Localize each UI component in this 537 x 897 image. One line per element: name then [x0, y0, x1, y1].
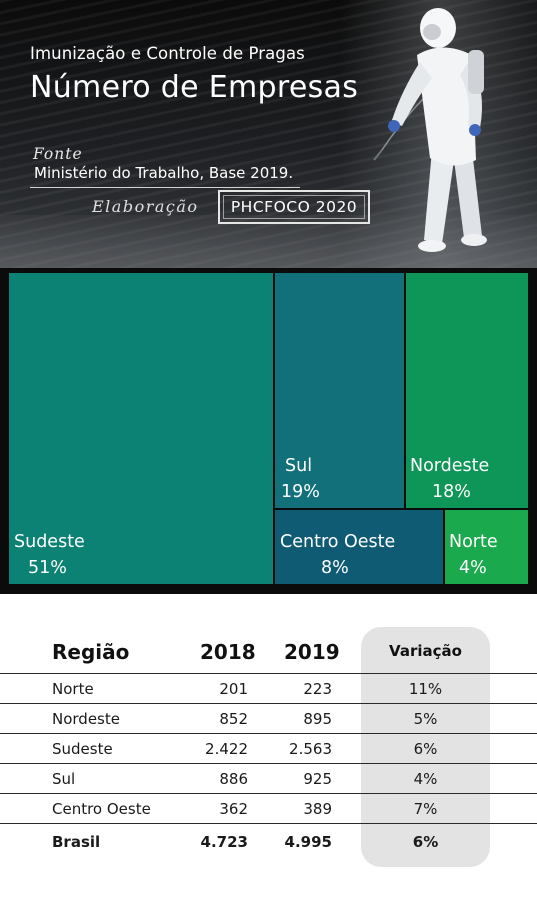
treemap-label-norte: Norte: [449, 532, 498, 552]
header-banner: Imunização e Controle de Pragas Número d…: [0, 0, 537, 268]
treemap-cell-nordeste: [405, 272, 529, 509]
cell-y2019: 895: [303, 710, 332, 728]
cell-y2018: 852: [219, 710, 248, 728]
worker-in-protective-suit-image: [373, 8, 487, 252]
header-2019: 2019: [284, 640, 340, 664]
cell-region: Norte: [52, 680, 94, 698]
treemap-percent-centro-oeste: 8%: [321, 558, 349, 578]
cell-y2019: 925: [303, 770, 332, 788]
source-value: Ministério do Trabalho, Base 2019.: [34, 164, 294, 182]
header-variation: Variação: [389, 642, 462, 660]
cell-y2018: 201: [219, 680, 248, 698]
source-label: Fonte: [33, 145, 83, 163]
elaboration-value-box: PHCFOCO 2020: [218, 190, 370, 224]
treemap-cell-norte: [444, 509, 529, 585]
elaboration-label: Elaboração: [92, 197, 199, 216]
cell-variation: 5%: [413, 710, 438, 728]
cell-variation: 6%: [412, 833, 439, 851]
cell-variation: 11%: [408, 680, 443, 698]
cell-y2018: 2.422: [205, 740, 248, 758]
cell-y2019: 2.563: [289, 740, 332, 758]
table-divider: [0, 763, 537, 764]
table-divider: [0, 733, 537, 734]
treemap-cell-sul: [274, 272, 405, 509]
treemap-label-sul: Sul: [285, 456, 313, 476]
header-2018: 2018: [200, 640, 256, 664]
treemap-percent-nordeste: 18%: [432, 482, 471, 502]
table-divider: [0, 673, 537, 674]
table-divider: [0, 793, 537, 794]
cell-y2018: 4.723: [200, 833, 248, 851]
cell-variation: 6%: [413, 740, 438, 758]
cell-region: Centro Oeste: [52, 800, 151, 818]
cell-variation: 7%: [413, 800, 438, 818]
cell-y2019: 4.995: [284, 833, 332, 851]
cell-region: Sudeste: [52, 740, 113, 758]
chart-title: Número de Empresas: [30, 70, 359, 105]
header-region: Região: [52, 640, 130, 664]
chart-subtitle: Imunização e Controle de Pragas: [30, 44, 305, 63]
cell-y2019: 389: [303, 800, 332, 818]
cell-variation: 4%: [413, 770, 438, 788]
treemap-cell-centro-oeste: [274, 509, 444, 585]
treemap-cell-sudeste: [8, 272, 274, 585]
cell-region: Sul: [52, 770, 76, 788]
source-underline: [30, 187, 300, 188]
table-divider: [0, 823, 537, 824]
variation-column-highlight: [361, 627, 490, 867]
treemap-percent-norte: 4%: [459, 558, 487, 578]
cell-y2018: 886: [219, 770, 248, 788]
treemap-label-nordeste: Nordeste: [410, 456, 490, 476]
treemap-percent-sul: 19%: [281, 482, 320, 502]
cell-y2018: 362: [219, 800, 248, 818]
cell-y2019: 223: [303, 680, 332, 698]
cell-region: Brasil: [52, 833, 101, 851]
treemap-label-sudeste: Sudeste: [14, 532, 85, 552]
treemap-label-centro-oeste: Centro Oeste: [280, 532, 396, 552]
cell-region: Nordeste: [52, 710, 120, 728]
table-divider: [0, 703, 537, 704]
treemap-percent-sudeste: 51%: [28, 558, 67, 578]
